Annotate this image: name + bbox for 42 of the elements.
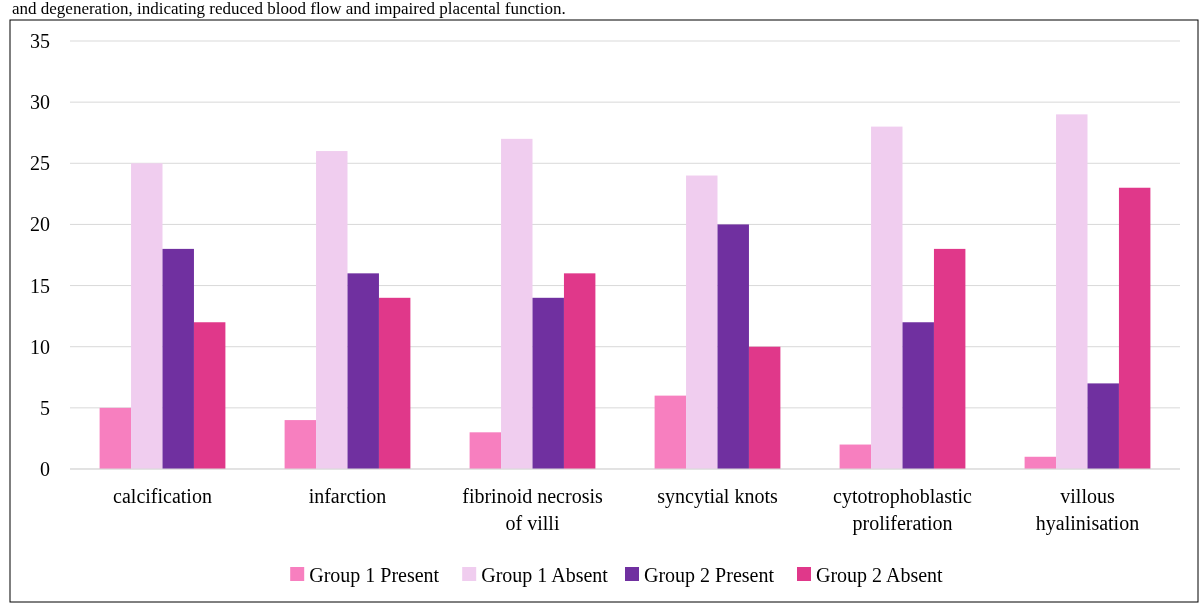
bar	[717, 224, 749, 469]
bar	[193, 322, 226, 469]
bar	[686, 175, 718, 469]
bar	[933, 248, 966, 469]
legend-label: Group 1 Present	[309, 564, 440, 587]
bar	[839, 444, 872, 469]
bar	[1118, 187, 1151, 469]
bar	[902, 322, 934, 469]
y-tick-label: 30	[30, 91, 50, 114]
x-tick-label: infarction	[308, 485, 387, 507]
bar	[162, 248, 194, 469]
bar	[1056, 114, 1088, 469]
bar	[532, 297, 564, 469]
y-tick-label: 10	[30, 335, 50, 358]
bar	[501, 138, 533, 469]
y-tick-label: 5	[40, 396, 50, 419]
bar	[284, 420, 317, 469]
y-tick-label: 25	[30, 152, 50, 175]
bar	[347, 273, 379, 469]
bar	[748, 346, 781, 469]
x-tick-label: villous hyalinisation	[1035, 485, 1140, 535]
text: and degeneration, indicating reduced blood flow and impaired placental function.	[12, 0, 566, 18]
bar	[316, 151, 348, 469]
bar	[563, 273, 596, 469]
bar	[654, 395, 687, 469]
y-tick-label: 20	[30, 213, 50, 236]
bar	[378, 297, 411, 469]
legend-label: Group 1 Absent	[481, 564, 609, 587]
bar	[469, 432, 502, 469]
y-tick-label: 0	[40, 458, 50, 480]
legend-label: Group 2 Absent	[816, 564, 944, 587]
bar	[1087, 383, 1119, 469]
bar	[99, 407, 132, 469]
y-tick-label: 15	[30, 274, 50, 297]
y-tick-label: 35	[30, 30, 50, 52]
bar	[131, 163, 163, 469]
x-tick-label: calcification	[113, 485, 212, 507]
x-tick-label: cytotrophoblastic proliferation	[833, 485, 973, 535]
x-tick-label: fibrinoid necrosis of villi	[462, 485, 603, 534]
legend-label: Group 2 Present	[644, 564, 775, 587]
bar	[871, 126, 903, 469]
x-tick-label: syncytial knots	[657, 485, 778, 508]
